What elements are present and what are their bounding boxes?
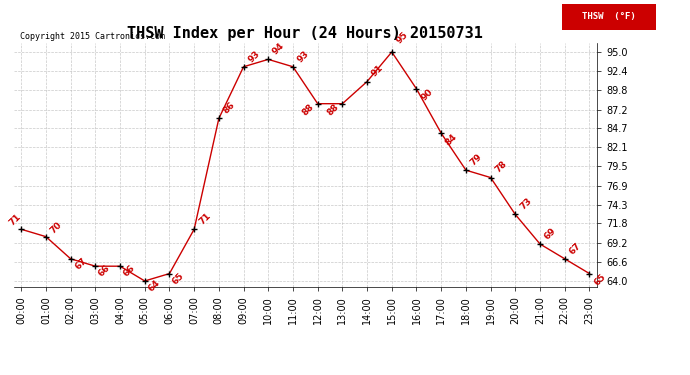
Text: 67: 67 xyxy=(567,241,583,256)
Text: 93: 93 xyxy=(296,49,311,64)
Text: Copyright 2015 Cartronics.com: Copyright 2015 Cartronics.com xyxy=(19,32,165,41)
Text: 65: 65 xyxy=(592,272,607,288)
Text: 71: 71 xyxy=(197,211,213,226)
Text: 73: 73 xyxy=(518,196,533,212)
Text: 65: 65 xyxy=(171,271,186,286)
Text: 88: 88 xyxy=(326,102,341,118)
Text: 79: 79 xyxy=(469,152,484,167)
Text: 90: 90 xyxy=(420,88,435,103)
Text: 86: 86 xyxy=(221,100,237,116)
Text: 69: 69 xyxy=(543,226,558,241)
Text: 64: 64 xyxy=(146,278,161,294)
Text: 66: 66 xyxy=(97,264,112,279)
Text: 70: 70 xyxy=(49,220,64,235)
Text: 91: 91 xyxy=(370,63,385,79)
Title: THSW Index per Hour (24 Hours) 20150731: THSW Index per Hour (24 Hours) 20150731 xyxy=(128,26,483,40)
Text: 94: 94 xyxy=(271,41,286,57)
Text: THSW  (°F): THSW (°F) xyxy=(582,12,635,21)
Text: 67: 67 xyxy=(73,256,89,271)
Text: 84: 84 xyxy=(444,132,460,147)
Text: 93: 93 xyxy=(246,49,262,64)
Text: 78: 78 xyxy=(493,159,509,175)
Text: 66: 66 xyxy=(121,264,137,279)
Text: 88: 88 xyxy=(301,102,316,118)
Text: 71: 71 xyxy=(8,213,23,228)
Text: 95: 95 xyxy=(395,30,410,45)
